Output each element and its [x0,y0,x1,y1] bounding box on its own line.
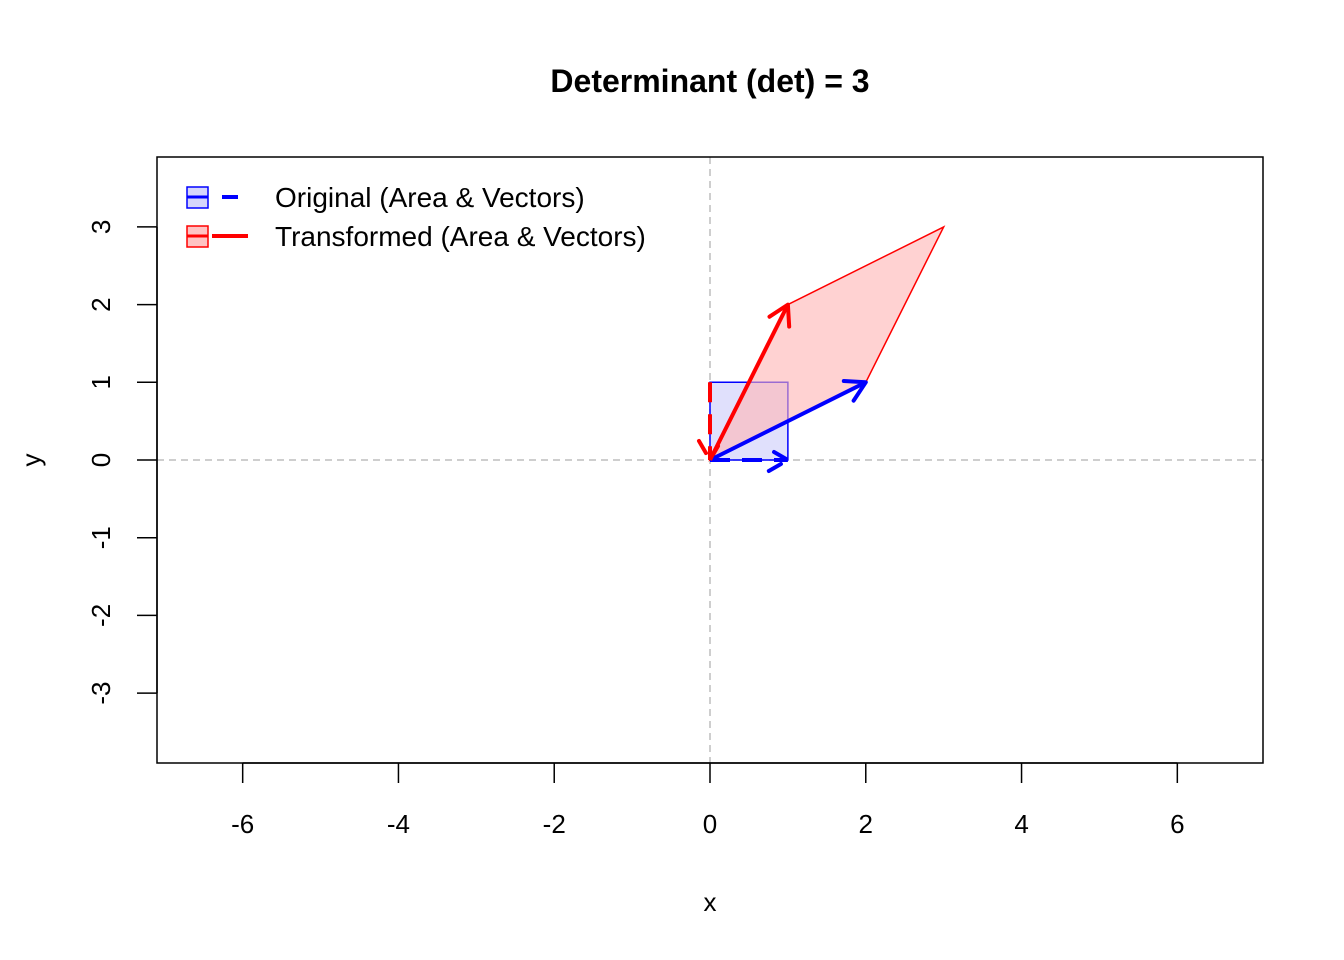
y-tick-label: 1 [86,375,116,389]
legend-entry-transformed: Transformed (Area & Vectors) [187,221,646,252]
y-tick-label: 2 [86,297,116,311]
y-tick-label: -2 [86,604,116,627]
legend-entry-original: Original (Area & Vectors) [187,182,585,213]
axes: -6 -4 -2 0 2 4 6 -3 -2 -1 0 1 2 3 [86,220,1185,839]
y-tick-label: 0 [86,453,116,467]
x-tick-label: -2 [543,809,566,839]
x-tick-label: -6 [231,809,254,839]
y-tick-label: -1 [86,526,116,549]
y-tick-label: -3 [86,682,116,705]
legend: Original (Area & Vectors) Transformed (Ar… [187,182,646,252]
legend-label: Transformed (Area & Vectors) [275,221,646,252]
legend-label: Original (Area & Vectors) [275,182,585,213]
y-tick-label: 3 [86,220,116,234]
x-tick-label: 6 [1170,809,1184,839]
y-axis-label: y [16,454,46,467]
x-tick-label: -4 [387,809,410,839]
x-axis-label: x [704,887,717,917]
chart-title: Determinant (det) = 3 [550,63,869,99]
x-tick-label: 0 [703,809,717,839]
x-tick-label: 4 [1014,809,1028,839]
area-polygon-transformed [710,227,944,460]
x-tick-label: 2 [859,809,873,839]
